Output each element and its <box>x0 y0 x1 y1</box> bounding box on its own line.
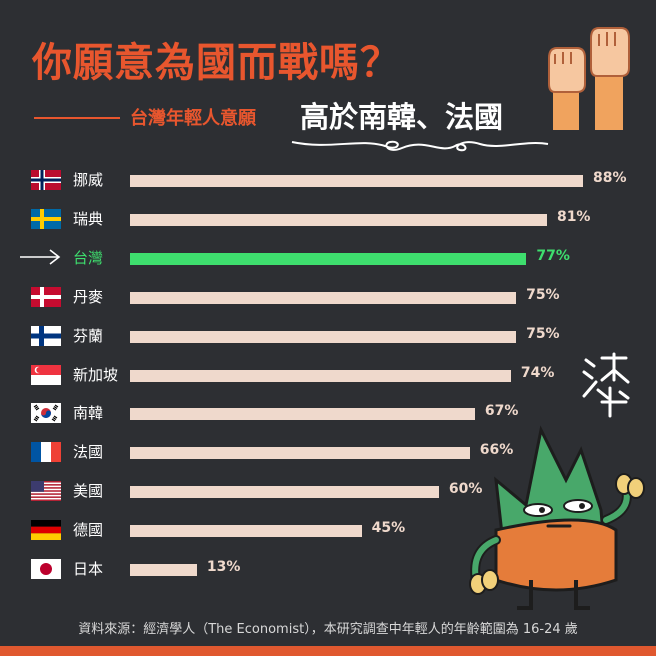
source-note: 資料來源：經濟學人（The Economist），本研究調查中年輕人的年齡範圍為… <box>78 622 578 637</box>
bar <box>130 447 470 460</box>
bar <box>130 291 517 304</box>
bar <box>130 525 362 538</box>
value-label: 45% <box>371 520 406 537</box>
singapore-flag <box>31 364 61 385</box>
value-label: 88% <box>593 170 627 186</box>
category-label: 瑞典 <box>73 209 104 228</box>
subtitle-prefix: 台灣年輕人意願 <box>130 108 256 129</box>
value-label: 67% <box>484 403 519 420</box>
chart-row: 瑞典 81% <box>0 205 656 239</box>
denmark-flag <box>31 286 61 307</box>
chart-row: 美國 60% <box>0 477 656 511</box>
bar <box>130 369 511 382</box>
chart-row: 南韓 67% <box>0 399 656 433</box>
france-flag <box>31 442 61 463</box>
chart-row: 日本 13% <box>0 555 656 589</box>
chart-row: 台灣 77% <box>0 244 656 278</box>
japan-flag <box>31 559 61 579</box>
value-label: 74% <box>520 364 555 381</box>
page-title: 你願意為國而戰嗎？ <box>32 39 401 86</box>
bar <box>130 175 583 187</box>
value-label: 77% <box>536 247 570 264</box>
bar <box>130 408 475 421</box>
chart-row: 丹麥 75% <box>0 283 656 317</box>
arrow-icon <box>18 246 62 272</box>
raised-fists-icon <box>548 27 630 130</box>
south-korea-flag <box>31 403 61 424</box>
category-label: 德國 <box>73 521 104 540</box>
value-label: 60% <box>448 481 483 498</box>
chart-row: 法國 66% <box>0 438 656 472</box>
norway-flag <box>31 170 61 190</box>
bar <box>130 564 197 576</box>
germany-flag <box>31 520 61 541</box>
value-label: 75% <box>526 286 560 303</box>
category-label: 南韓 <box>73 404 104 423</box>
category-label: 挪威 <box>73 171 104 189</box>
bar <box>130 213 547 226</box>
chart-row: 挪威 88% <box>0 166 656 200</box>
chart-row: 德國 45% <box>0 516 656 550</box>
category-label: 丹麥 <box>73 287 104 306</box>
subtitle-rule <box>34 117 120 119</box>
bar <box>130 252 527 265</box>
category-label: 台灣 <box>73 248 104 267</box>
category-label: 法國 <box>73 443 104 462</box>
mascot-illustration <box>469 425 645 610</box>
value-label: 81% <box>556 208 591 225</box>
bar <box>130 486 439 499</box>
value-label: 66% <box>479 442 514 459</box>
finland-flag <box>31 325 61 346</box>
subtitle-main: 高於南韓、法國 <box>300 100 504 134</box>
value-label: 13% <box>206 559 241 575</box>
artist-signature <box>582 352 630 418</box>
value-label: 75% <box>526 325 560 342</box>
chart-row: 芬蘭 75% <box>0 322 656 356</box>
category-label: 新加坡 <box>73 365 119 384</box>
squiggle-decoration <box>291 140 549 152</box>
chart-row: 新加坡 74% <box>0 361 656 395</box>
bar <box>130 330 517 343</box>
usa-flag <box>31 481 61 502</box>
category-label: 芬蘭 <box>73 326 104 345</box>
category-label: 日本 <box>73 560 104 578</box>
sweden-flag <box>31 208 61 229</box>
bottom-stripe <box>0 646 656 656</box>
category-label: 美國 <box>73 482 104 501</box>
